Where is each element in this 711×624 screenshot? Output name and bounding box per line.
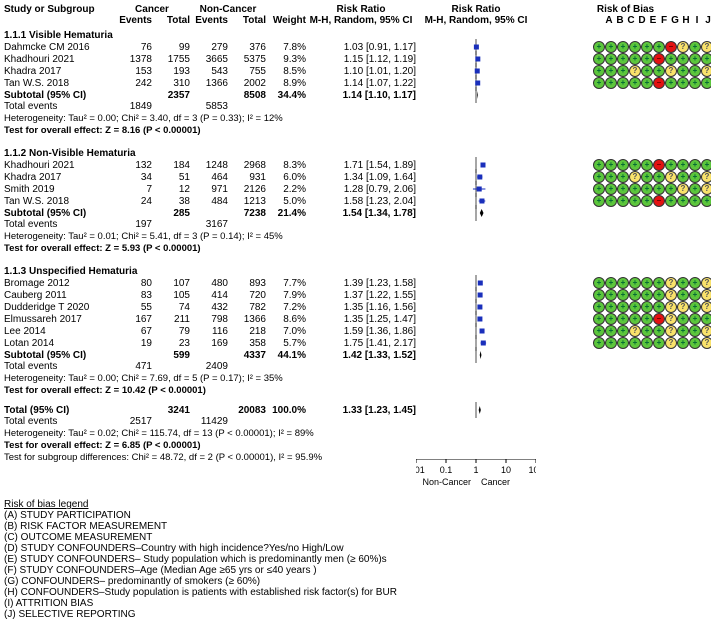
rob-dots: +++++–?+++ [536,313,711,325]
overall-row: Total (95% CI)324120083 100.0%1.33 [1.23… [4,404,711,416]
rob-legend: Risk of bias legend(A) STUDY PARTICIPATI… [4,499,711,620]
study-name: Lotan 2014 [4,338,114,349]
study-row: Khadra 2017 153193543755 8.5%1.10 [1.01,… [4,65,711,77]
rob-dots: +++++–++++ [536,195,711,207]
study-name: Lee 2014 [4,326,114,337]
svg-text:0.1: 0.1 [440,465,453,475]
svg-text:1: 1 [473,465,478,475]
rob-dots: +++?++?++? [536,171,711,183]
svg-text:Cancer: Cancer [481,477,510,487]
rob-dots: ++++++–?+? [536,41,711,53]
rob-dots: +++++–++++ [536,77,711,89]
study-row: Lee 2014 6779116218 7.0%1.59 [1.36, 1.86… [4,325,711,337]
rob-dots: +++?++?++? [536,65,711,77]
rob-dots: +++?++?++? [536,325,711,337]
rob-dots: ++++++??+? [536,301,711,313]
study-name: Cauberg 2011 [4,290,114,301]
svg-text:10: 10 [501,465,511,475]
study-row: Bromage 2012 80107480893 7.7%1.39 [1.23,… [4,277,711,289]
svg-text:0.01: 0.01 [416,465,425,475]
study-name: Khadhouri 2021 [4,160,114,171]
rob-dots: ++++++?++? [536,277,711,289]
study-row: Tan W.S. 2018 24231013662002 8.9%1.14 [1… [4,77,711,89]
study-name: Tan W.S. 2018 [4,78,114,89]
forest-axis: 0.01 0.1 1 10 100 Non-Cancer Cancer [4,463,711,493]
total-events: Total events4712409 [4,361,711,372]
study-row: Khadhouri 2021 1378175536655375 9.3%1.15… [4,53,711,65]
total-events: Total events18495853 [4,101,711,112]
study-row: Cauberg 2011 83105414720 7.9%1.37 [1.22,… [4,289,711,301]
study-name: Bromage 2012 [4,278,114,289]
study-name: Tan W.S. 2018 [4,196,114,207]
study-name: Khadra 2017 [4,66,114,77]
svg-text:100: 100 [528,465,536,475]
study-name: Dahmcke CM 2016 [4,42,114,53]
study-row: Khadhouri 2021 13218412482968 8.3%1.71 [… [4,159,711,171]
study-name: Elmussareh 2017 [4,314,114,325]
study-row: Tan W.S. 2018 24384841213 5.0%1.58 [1.23… [4,195,711,207]
subtotal-row: Subtotal (95% CI)23578508 34.4%1.14 [1.1… [4,89,711,101]
study-row: Dahmcke CM 2016 7699279376 7.8%1.03 [0.9… [4,41,711,53]
study-name: Smith 2019 [4,184,114,195]
rob-dots: ++++++?++? [536,337,711,349]
subtotal-row: Subtotal (95% CI)2857238 21.4%1.54 [1.34… [4,207,711,219]
study-row: Lotan 2014 1923169358 5.7%1.75 [1.41, 2.… [4,337,711,349]
study-row: Khadra 2017 3451464931 6.0%1.34 [1.09, 1… [4,171,711,183]
rob-dots: +++++–++++ [536,53,711,65]
study-row: Dudderidge T 2020 5574432782 7.2%1.35 [1… [4,301,711,313]
rob-dots: +++++–++++ [536,159,711,171]
study-row: Elmussareh 2017 1672117981366 8.6%1.35 [… [4,313,711,325]
overall-events: Total events251711429 [4,416,711,427]
svg-text:Non-Cancer: Non-Cancer [422,477,471,487]
total-events: Total events1973167 [4,219,711,230]
table-subheader: EventsTotal EventsTotal Weight M-H, Rand… [4,15,711,26]
study-name: Khadhouri 2021 [4,54,114,65]
rob-dots: ++++++?++? [536,289,711,301]
subtotal-row: Subtotal (95% CI)5994337 44.1%1.42 [1.33… [4,349,711,361]
table-header: Study or Subgroup Cancer Non-Cancer Risk… [4,4,711,15]
rob-dots: +++++++?+? [536,183,711,195]
study-name: Dudderidge T 2020 [4,302,114,313]
study-name: Khadra 2017 [4,172,114,183]
study-row: Smith 2019 7129712126 2.2%1.28 [0.79, 2.… [4,183,711,195]
